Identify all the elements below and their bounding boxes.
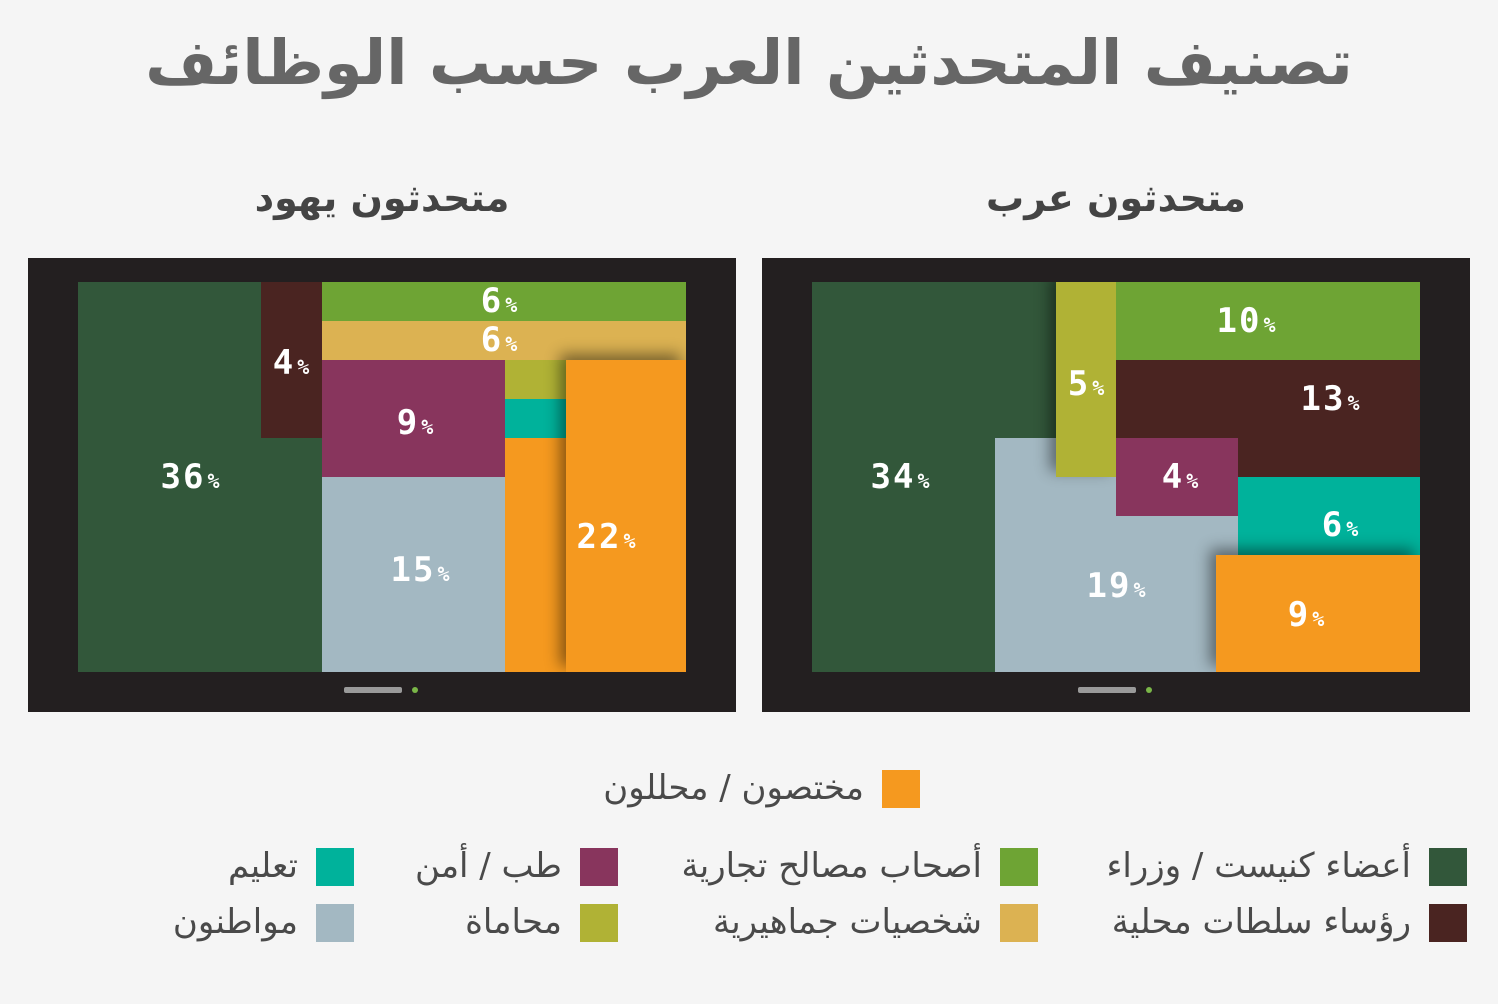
power-led: [1146, 687, 1152, 693]
legend-label-lawyers: محاماة: [465, 902, 562, 942]
legend-label-medicine: طب / أمن: [414, 846, 562, 886]
legend-swatch-education: [316, 848, 354, 886]
arab-label-lawyers: 5%: [1067, 364, 1105, 404]
legend-label-experts: مختصون / محللون: [603, 768, 864, 808]
arab-tile-medicine: [1116, 438, 1238, 516]
jewish-speakers-monitor: 36% 22% 15% 9% 6% 6% 4%: [28, 258, 736, 712]
jew-tile-experts: [566, 360, 686, 672]
arab-value-local: 13: [1300, 379, 1346, 419]
arab-value-medicine: 4: [1161, 457, 1185, 497]
arab-label-knesset: 34%: [870, 457, 930, 497]
arab-value-lawyers: 5: [1067, 364, 1091, 404]
legend-label-local: رؤساء سلطات محلية: [1111, 902, 1411, 942]
arab-value-education: 6: [1321, 505, 1345, 545]
jew-label-knesset: 36%: [160, 457, 220, 497]
arab-tile-lawyers: [1056, 282, 1116, 477]
arab-label-medicine: 4%: [1161, 457, 1199, 497]
legend-label-citizens: مواطنون: [172, 902, 298, 942]
arab-value-citizens: 19: [1086, 566, 1132, 606]
jew-value-local: 4: [272, 343, 296, 383]
arab-speakers-title: متحدثون عرب: [986, 176, 1246, 220]
arab-value-knesset: 34: [870, 457, 916, 497]
arab-tile-experts: [1216, 555, 1420, 672]
legend-public: شخصيات جماهيرية: [660, 902, 1038, 944]
monitor-stand-bar: [344, 687, 402, 693]
legend-swatch-citizens: [316, 904, 354, 942]
jewish-treemap: 36% 22% 15% 9% 6% 6% 4%: [78, 282, 686, 672]
legend-education: تعليم: [150, 846, 354, 888]
jew-label-business: 6%: [480, 282, 518, 321]
arab-label-local: 13%: [1300, 379, 1360, 419]
arab-label-experts: 9%: [1287, 595, 1325, 635]
arab-label-business: 10%: [1216, 301, 1276, 341]
legend-local: رؤساء سلطات محلية: [1080, 902, 1467, 944]
jewish-speakers-title: متحدثون يهود: [254, 176, 510, 220]
legend-medicine: طب / أمن: [400, 846, 618, 888]
legend-swatch-public: [1000, 904, 1038, 942]
jew-value-public: 6: [480, 320, 504, 360]
legend-swatch-lawyers: [580, 904, 618, 942]
jew-label-experts: 22%: [576, 517, 636, 557]
legend-swatch-experts: [882, 770, 920, 808]
arab-label-citizens: 19%: [1086, 566, 1146, 606]
jew-tile-business: [322, 282, 686, 321]
chart-title: تصنيف المتحدثين العرب حسب الوظائف: [145, 26, 1353, 99]
legend-swatch-local: [1429, 904, 1467, 942]
arab-speakers-monitor: 34% 19% 13% 10% 9% 6% 5% 4%: [762, 258, 1470, 712]
arab-value-experts: 9: [1287, 595, 1311, 635]
jew-value-medicine: 9: [396, 403, 420, 443]
legend-swatch-knesset: [1429, 848, 1467, 886]
legend-label-education: تعليم: [227, 846, 298, 886]
power-led: [412, 687, 418, 693]
legend-label-knesset: أعضاء كنيست / وزراء: [1106, 846, 1411, 886]
jew-tile-local: [261, 282, 322, 438]
legend-lawyers: محاماة: [400, 902, 618, 944]
legend-business: أصحاب مصالح تجارية: [660, 846, 1038, 888]
arab-value-business: 10: [1216, 301, 1262, 341]
arab-tile-business: [1116, 282, 1420, 360]
jew-tile-public: [322, 321, 686, 360]
jew-value-business: 6: [480, 282, 504, 321]
arab-label-education: 6%: [1321, 505, 1359, 545]
jew-value-experts: 22: [576, 517, 622, 557]
monitor-stand-bar: [1078, 687, 1136, 693]
jew-label-medicine: 9%: [396, 403, 434, 443]
legend-knesset: أعضاء كنيست / وزراء: [1080, 846, 1467, 888]
legend-label-public: شخصيات جماهيرية: [712, 902, 982, 942]
jew-tile-medicine: [322, 360, 505, 477]
legend-label-business: أصحاب مصالح تجارية: [681, 846, 983, 886]
arab-tile-education: [1238, 477, 1420, 555]
legend-citizens: مواطنون: [150, 902, 354, 944]
jew-label-local: 4%: [272, 343, 310, 383]
jew-value-citizens: 15: [390, 550, 436, 590]
jew-tile-education: [505, 399, 566, 438]
jew-label-citizens: 15%: [390, 550, 450, 590]
jew-value-knesset: 36: [160, 457, 206, 497]
jew-label-public: 6%: [480, 320, 518, 360]
legend-swatch-business: [1000, 848, 1038, 886]
arab-treemap: 34% 19% 13% 10% 9% 6% 5% 4%: [812, 282, 1420, 672]
legend-swatch-medicine: [580, 848, 618, 886]
jew-tile-lawyers: [505, 360, 566, 399]
jew-tile-citizens: [322, 477, 505, 672]
legend-experts: مختصون / محللون: [520, 768, 920, 810]
